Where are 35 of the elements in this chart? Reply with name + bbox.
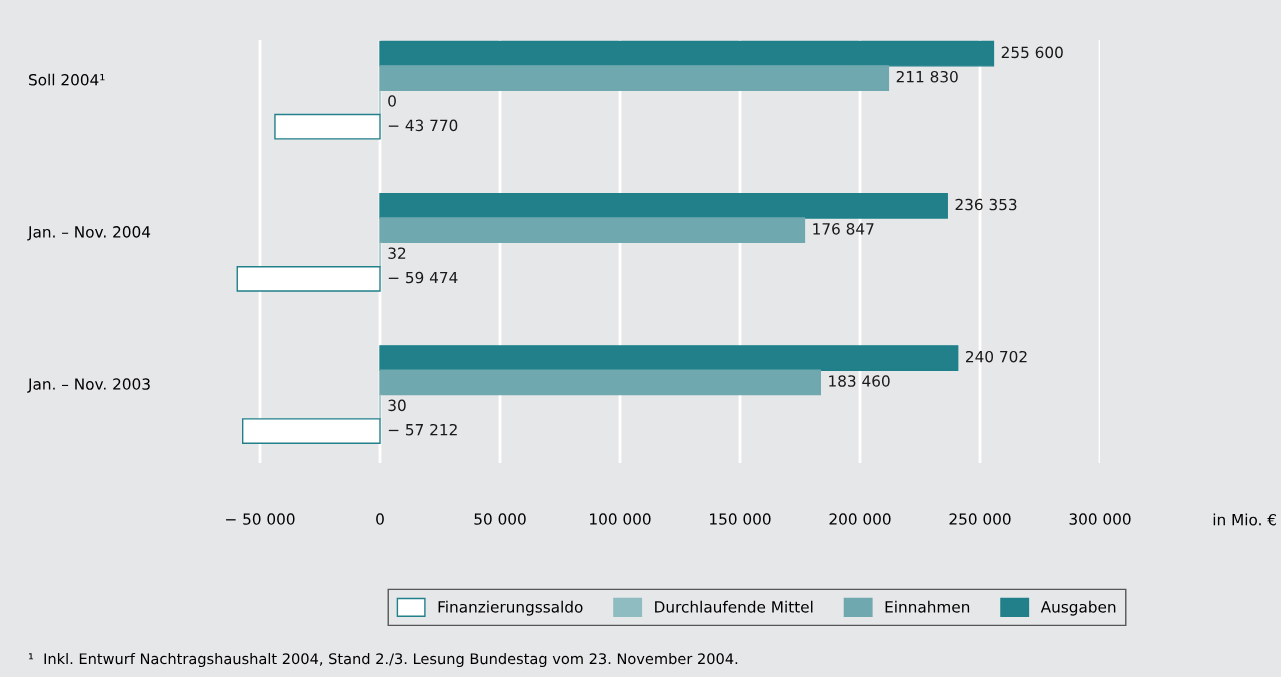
y-tick-label: Soll 2004¹ <box>29 73 105 86</box>
legend-label: Einnahmen <box>885 600 970 613</box>
bar <box>379 369 821 396</box>
x-tick-label: 250 000 <box>949 513 1011 525</box>
bar <box>379 345 959 371</box>
x-tick-label: 200 000 <box>829 513 891 525</box>
x-tick-label: 0 <box>376 513 384 525</box>
legend-label: Finanzierungssaldo <box>438 600 583 616</box>
legend-label: Ausgaben <box>1040 600 1116 616</box>
data-label: 183 460 <box>829 375 890 387</box>
legend-label: Durchlaufende Mittel <box>655 600 813 613</box>
data-label: 176 847 <box>813 223 874 235</box>
text: in Mio. € <box>1213 513 1276 526</box>
bar <box>379 192 948 219</box>
data-label: 236 353 <box>955 198 1017 211</box>
data-label: − 43 770 <box>388 119 458 132</box>
bar <box>379 40 995 67</box>
y-tick-label: Jan. – Nov. 2004 <box>27 226 151 241</box>
data-label: 211 830 <box>896 70 958 83</box>
data-label: 32 <box>388 247 406 259</box>
x-tick-label: 100 000 <box>590 513 651 525</box>
data-label: − 57 212 <box>388 423 457 436</box>
x-tick-label: 150 000 <box>710 513 771 525</box>
data-label: 240 702 <box>966 350 1027 363</box>
bar <box>379 217 806 244</box>
data-label: 30 <box>388 399 406 412</box>
data-label: 0 <box>388 95 396 107</box>
bar <box>379 65 890 91</box>
data-label: 255 600 <box>1001 46 1063 59</box>
text: ¹ Inkl. Entwurf Nachtragshaushalt 2004, Stand 2./3. Lesung Bundestag vom 23. November 2004. <box>28 652 738 668</box>
data-label: − 59 474 <box>388 271 458 284</box>
x-tick-label: 300 000 <box>1069 513 1131 525</box>
x-tick-label: − 50 000 <box>226 513 295 525</box>
y-tick-label: Jan. – Nov. 2003 <box>27 378 150 393</box>
x-tick-label: 50 000 <box>474 513 526 525</box>
